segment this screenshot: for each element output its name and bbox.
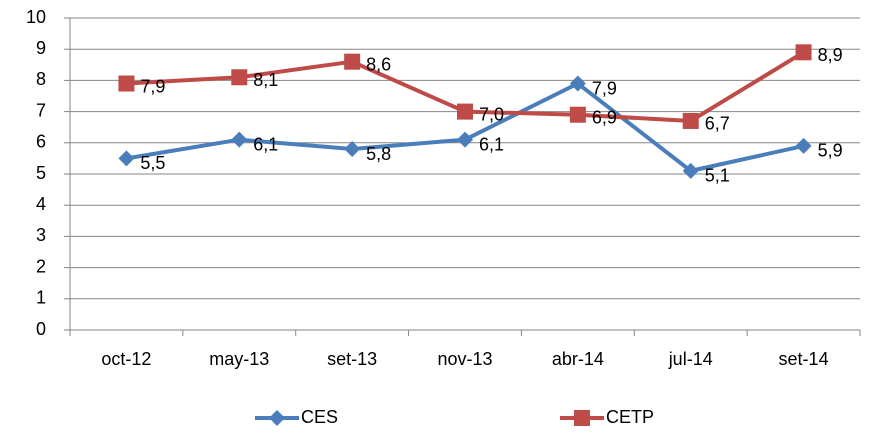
y-tick-label: 10: [26, 7, 46, 27]
data-label: 8,6: [366, 54, 391, 74]
data-label: 8,9: [818, 45, 843, 65]
legend-marker: [574, 410, 590, 426]
data-point: [344, 141, 361, 158]
legend-marker: [269, 410, 285, 426]
y-tick-label: 6: [36, 132, 46, 152]
y-tick-label: 9: [36, 38, 46, 58]
x-tick-label: nov-13: [437, 349, 492, 369]
x-tick-label: set-13: [327, 349, 377, 369]
y-tick-label: 8: [36, 69, 46, 89]
y-tick-label: 4: [36, 194, 46, 214]
y-tick-label: 2: [36, 256, 46, 276]
data-label: 5,8: [366, 144, 391, 164]
x-tick-label: may-13: [209, 349, 269, 369]
y-tick-label: 1: [36, 288, 46, 308]
data-point: [795, 137, 812, 154]
data-label: 6,1: [253, 134, 278, 154]
data-label: 6,7: [705, 114, 730, 134]
data-point: [118, 75, 135, 92]
x-tick-label: abr-14: [552, 349, 604, 369]
data-label: 7,9: [140, 76, 165, 96]
y-tick-label: 5: [36, 163, 46, 183]
data-point: [344, 53, 361, 70]
data-label: 7,9: [592, 78, 617, 98]
data-point: [231, 69, 248, 86]
data-label: 6,1: [479, 134, 504, 154]
data-label: 5,5: [140, 153, 165, 173]
data-label: 6,9: [592, 107, 617, 127]
data-point: [118, 150, 135, 167]
data-point: [682, 162, 699, 179]
data-point: [231, 131, 248, 148]
data-point: [457, 103, 473, 120]
x-tick-label: set-14: [779, 349, 829, 369]
data-label: 5,9: [818, 141, 843, 161]
legend-label: CES: [301, 407, 338, 427]
data-point: [569, 75, 586, 92]
data-point: [682, 112, 699, 129]
x-tick-label: oct-12: [101, 349, 151, 369]
data-label: 8,1: [253, 70, 278, 90]
data-label: 5,1: [705, 166, 730, 186]
y-tick-label: 3: [36, 225, 46, 245]
data-point: [457, 131, 473, 148]
legend-label: CETP: [606, 407, 654, 427]
y-tick-label: 0: [36, 319, 46, 339]
data-point: [795, 44, 812, 61]
series-line: [126, 81, 805, 173]
x-tick-label: jul-14: [668, 349, 713, 369]
data-label: 7,0: [479, 104, 504, 124]
y-tick-label: 7: [36, 100, 46, 120]
data-point: [569, 106, 586, 123]
